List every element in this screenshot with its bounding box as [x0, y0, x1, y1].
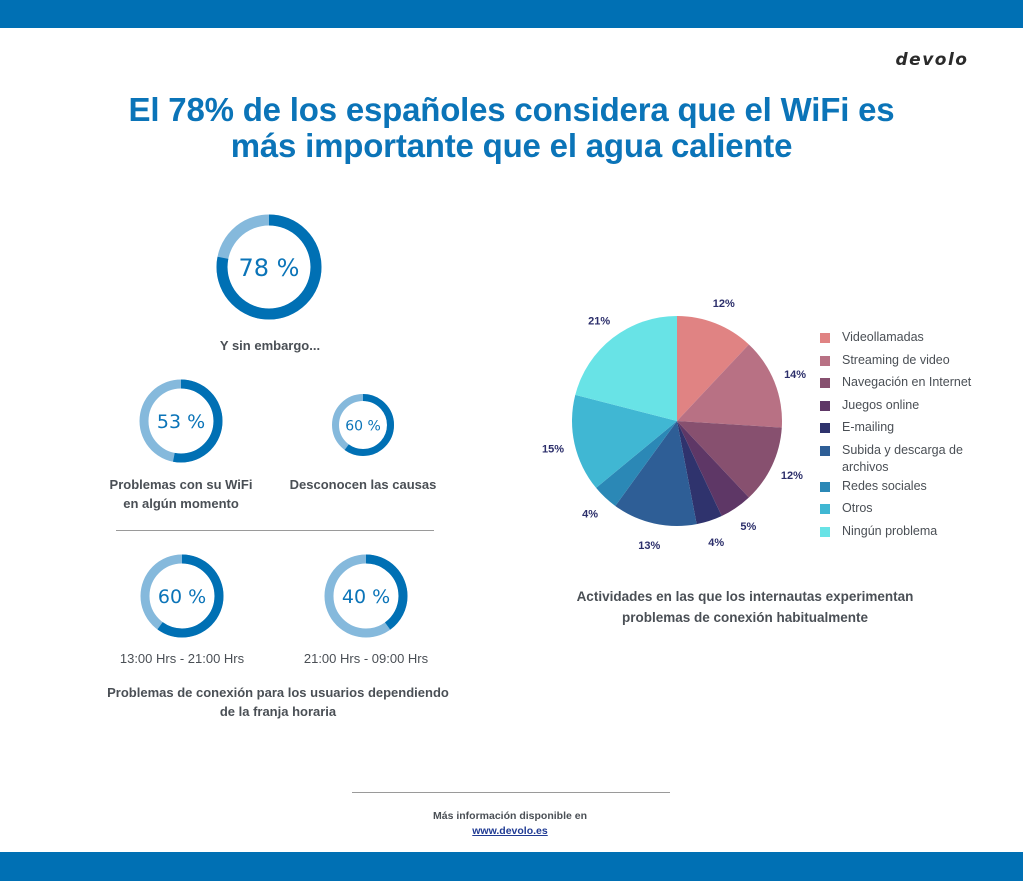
pie-labels: 12% 14% 12% 5% 4% 13% 4% 15% 21%	[542, 298, 806, 552]
legend-label: E-mailing	[842, 420, 895, 434]
chart-title-line-1: Actividades en las que los internautas e…	[576, 589, 914, 604]
chart-title-line-2: problemas de conexión habitualmente	[621, 610, 869, 625]
donut-fill	[139, 379, 223, 463]
pie-slice-otros	[572, 394, 677, 488]
section-divider	[116, 530, 434, 531]
caption-line-2: en algún momento	[123, 496, 239, 511]
footer-divider	[352, 792, 670, 793]
legend-swatch	[820, 423, 830, 433]
caption-line-2: de la franja horaria	[219, 704, 337, 719]
legend-label: Redes sociales	[842, 478, 927, 493]
legend-swatch	[820, 445, 830, 456]
top-banner-bar	[0, 0, 1023, 28]
afternoon-time-range: 13:00 Hrs - 21:00 Hrs	[119, 651, 245, 666]
page-title: El 78% de los españoles considera que el…	[60, 92, 963, 164]
legend-swatch	[820, 378, 830, 388]
legend-swatch	[820, 355, 830, 366]
donut-fill	[140, 554, 224, 638]
activities-pie-chart: 12% 14% 12% 5% 4% 13% 4% 15% 21%	[542, 298, 806, 552]
legend-swatch	[820, 504, 830, 514]
legend-label-line-2: archivos	[842, 459, 889, 474]
legend-item: Videollamadas	[820, 330, 1010, 345]
pie-slice-streaming-de-video	[677, 344, 782, 428]
pie-slice-juegos-online	[677, 421, 749, 517]
donut-fill	[324, 554, 408, 638]
legend-label: Juegos online	[842, 397, 920, 412]
donut-wifi-problems-caption: Problemas con su WiFi en algún momento	[96, 475, 266, 513]
pie-legend: Videollamadas Streaming de video Navegació…	[820, 330, 1010, 539]
legend-swatch	[820, 333, 830, 343]
legend-item: E-mailing	[820, 420, 1010, 435]
website-link[interactable]: www.devolo.es	[472, 825, 548, 837]
legend-swatch	[820, 481, 830, 492]
legend-label-line-1: Subida y descarga de	[842, 442, 963, 457]
legend-item: Ningún problema	[820, 524, 1010, 539]
caption-line-1: Problemas con su WiFi	[109, 477, 253, 492]
legend-item: Otros	[820, 501, 1010, 516]
pie-slice-ning-n-problema	[575, 316, 677, 421]
legend-label: Videollamadas	[842, 330, 924, 344]
donut-78-percent: 78 %	[216, 214, 322, 320]
caption-line-1: Problemas de conexión para los usuarios …	[107, 685, 449, 700]
pie-slice-videollamadas	[677, 316, 749, 421]
pie-data-label: 4%	[708, 537, 724, 549]
time-section-caption: Problemas de conexión para los usuarios …	[80, 683, 476, 721]
pie-slice-e-mailing	[677, 421, 722, 525]
donut-60-percent-causes: 60 %	[332, 394, 394, 456]
devolo-logo: devolo	[896, 50, 969, 70]
donut-fill	[216, 214, 322, 320]
donut-fill	[332, 394, 394, 456]
legend-swatch	[820, 526, 830, 537]
pie-slice-redes-sociales	[596, 421, 677, 506]
legend-item: Navegación en Internet	[820, 375, 1010, 390]
title-line-1: El 78% de los españoles considera que el…	[128, 91, 895, 128]
donut-value-label: 78 %	[239, 254, 300, 282]
donut-main-caption: Y sin embargo...	[219, 338, 321, 353]
pie-data-label: 14%	[784, 369, 806, 381]
donut-value-label: 60 %	[158, 586, 206, 608]
pie-data-label: 12%	[713, 298, 735, 310]
donut-value-label: 60 %	[345, 419, 381, 435]
legend-label: Otros	[842, 501, 873, 515]
pie-slice-subida-y-descarga-de-archivos	[615, 421, 697, 526]
pie-data-label: 15%	[542, 444, 564, 456]
legend-label: Navegación en Internet	[842, 375, 972, 389]
legend-label: Streaming de video	[842, 352, 950, 367]
donut-causes-caption: Desconocen las causas	[289, 477, 437, 492]
donut-value-label: 40 %	[342, 586, 390, 608]
pie-data-label: 12%	[781, 470, 803, 482]
logo-text: devolo	[896, 50, 969, 70]
pie-data-label: 5%	[740, 521, 756, 533]
legend-item: Subida y descarga de archivos	[820, 443, 1010, 475]
legend-item: Juegos online	[820, 398, 1010, 413]
pie-chart-title: Actividades en las que los internautas e…	[540, 586, 950, 628]
donut-53-percent: 53 %	[139, 379, 223, 463]
pie-data-label: 4%	[582, 509, 598, 521]
footer-info-text: Más información disponible en	[432, 810, 588, 822]
pie-slice-navegaci-n-en-internet	[677, 421, 782, 498]
pie-slices	[572, 316, 782, 526]
night-time-range: 21:00 Hrs - 09:00 Hrs	[303, 651, 429, 666]
legend-item: Streaming de video	[820, 353, 1010, 368]
title-line-2: más importante que el agua caliente	[230, 127, 793, 164]
bottom-banner-bar	[0, 852, 1023, 881]
legend-item: Redes sociales	[820, 479, 1010, 494]
donut-60-percent-afternoon: 60 %	[140, 554, 224, 638]
legend-label: Ningún problema	[842, 523, 938, 538]
legend-swatch	[820, 400, 830, 411]
donut-value-label: 53 %	[157, 411, 205, 433]
pie-data-label: 13%	[638, 540, 660, 552]
donut-40-percent-night: 40 %	[324, 554, 408, 638]
footer-info: Más información disponible en www.devolo…	[340, 809, 680, 839]
pie-data-label: 21%	[588, 316, 610, 328]
